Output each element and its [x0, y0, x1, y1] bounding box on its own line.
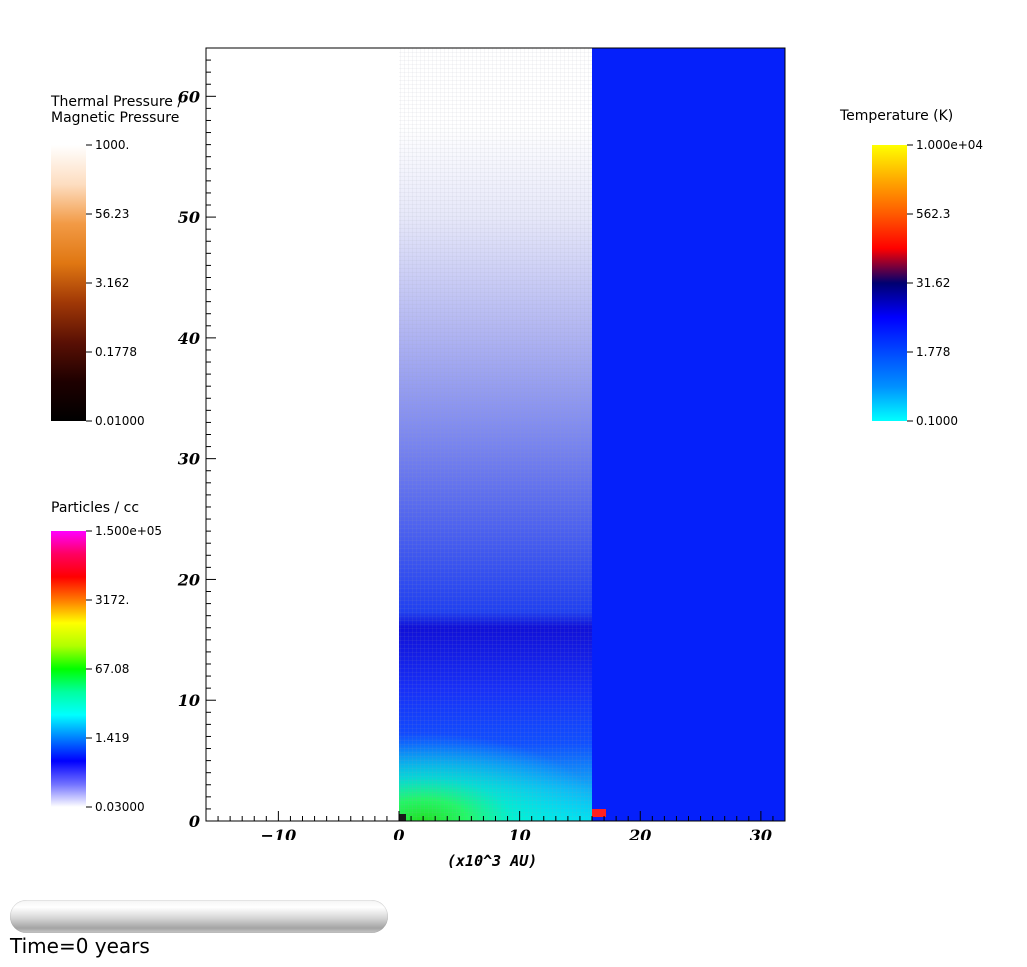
simulation-plot: 0 10 20 30 40 50 60 −10 0 10 20 30: [177, 47, 786, 840]
temperature-colorbar-tick-label: 562.3: [916, 207, 950, 221]
x-tick-label: −10: [261, 826, 297, 840]
temperature-colorbar-tick-label: 1.778: [916, 345, 950, 359]
y-tick-label: 40: [178, 329, 200, 348]
pressure-ratio-legend-title-line: Magnetic Pressure: [51, 110, 180, 126]
temperature-field: [592, 48, 785, 821]
temperature-colorbar-tick-label: 1.000e+04: [916, 140, 983, 152]
y-tick-label: 50: [178, 208, 200, 227]
particles-colorbar-tick-label: 1.419: [95, 731, 129, 745]
temperature-colorbar-tick-label: 31.62: [916, 276, 950, 290]
pressure-ratio-colorbar-gradient: [51, 145, 86, 421]
temperature-colorbar: 1.000e+04 562.3 31.62 1.778 0.1000: [872, 140, 983, 428]
y-tick-label: 60: [178, 87, 200, 106]
particles-legend-title-line: Particles / cc: [51, 500, 140, 516]
pressure-ratio-colorbar: 1000. 56.23 3.162 0.1778 0.01000: [51, 140, 145, 428]
particles-colorbar-gradient: [51, 531, 86, 807]
x-tick-label: 30: [750, 826, 772, 840]
temperature-colorbar-gradient: [872, 145, 907, 421]
x-tick-label: 20: [628, 826, 651, 840]
y-tick-label: 30: [178, 450, 200, 469]
particles-colorbar-tick-label: 0.03000: [95, 800, 145, 814]
temperature-hotspot-marker: [592, 809, 606, 817]
particles-mesh-grid: [399, 48, 592, 821]
pressure-ratio-colorbar-tick-label: 56.23: [95, 207, 129, 221]
x-axis-label: (x10^3 AU): [447, 852, 538, 870]
particles-colorbar: 1.500e+05 3172. 67.08 1.419 0.03000: [51, 526, 162, 814]
particles-colorbar-tick-label: 67.08: [95, 662, 129, 676]
temperature-legend-title-line: Temperature (K): [840, 108, 954, 124]
origin-marker: [399, 814, 406, 821]
time-slider[interactable]: [10, 900, 388, 933]
pressure-ratio-colorbar-tick-label: 0.01000: [95, 414, 145, 428]
pressure-ratio-legend-title: Thermal Pressure / Magnetic Pressure: [51, 94, 182, 126]
pressure-ratio-colorbar-tick-label: 1000.: [95, 140, 129, 152]
pressure-ratio-field: [206, 48, 399, 821]
pressure-ratio-legend-title-line: Thermal Pressure /: [51, 94, 183, 110]
particles-legend-title: Particles / cc: [51, 500, 139, 516]
pressure-ratio-colorbar-tick-label: 0.1778: [95, 345, 137, 359]
temperature-colorbar-tick-label: 0.1000: [916, 414, 958, 428]
particles-colorbar-tick-label: 3172.: [95, 593, 129, 607]
x-tick-label: 0: [393, 826, 404, 840]
pressure-ratio-colorbar-tick-label: 3.162: [95, 276, 129, 290]
y-tick-label: 10: [178, 691, 200, 710]
temperature-legend-title: Temperature (K): [840, 108, 953, 124]
y-tick-label: 20: [177, 570, 200, 589]
y-tick-label: 0: [189, 812, 200, 831]
time-label: Time=0 years: [10, 934, 150, 958]
x-tick-label: 10: [508, 826, 530, 840]
particles-colorbar-tick-label: 1.500e+05: [95, 526, 162, 538]
